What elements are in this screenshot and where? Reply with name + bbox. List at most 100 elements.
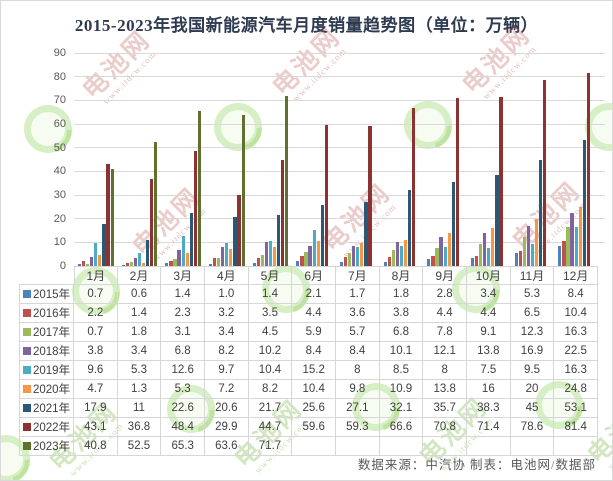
bar-2021年-11月 [539, 159, 543, 266]
month-header-11月: 11月 [510, 266, 555, 285]
value-2021年-8月: 32.1 [379, 399, 424, 418]
bar-2020年-5月 [272, 246, 277, 266]
value-2023年-5月: 71.7 [248, 437, 293, 456]
bar-2022年-5月 [281, 160, 285, 266]
series-label-2015年: 2015年 [19, 285, 74, 304]
value-2016年-5月: 3.5 [248, 304, 293, 323]
bar-2017年-6月 [304, 252, 308, 266]
bar-2018年-9月 [439, 237, 443, 266]
value-2017年-12月: 16.3 [554, 323, 598, 342]
value-2017年-7月: 5.7 [336, 323, 380, 342]
footer-dept-text: 数据部 [555, 458, 596, 472]
month-header-12月: 12月 [554, 266, 598, 285]
value-2021年-2月: 11 [117, 399, 162, 418]
legend-swatch-2019年 [23, 366, 31, 374]
series-name-text: 2020年 [33, 384, 71, 396]
series-name-text: 2016年 [33, 308, 71, 320]
value-2017年-4月: 3.4 [205, 323, 249, 342]
value-2016年-10月: 4.4 [467, 304, 511, 323]
value-2018年-12月: 22.5 [554, 342, 598, 361]
value-2022年-11月: 78.6 [510, 418, 555, 437]
value-2019年-2月: 5.3 [117, 361, 162, 380]
series-label-2019年: 2019年 [19, 361, 74, 380]
bar-2022年-9月 [455, 98, 459, 266]
value-2023年-7月 [336, 437, 380, 456]
bar-2017年-9月 [435, 247, 439, 266]
gridline-70 [74, 99, 605, 101]
bar-2019年-3月 [181, 236, 185, 266]
series-name-text: 2021年 [33, 403, 71, 415]
footer-source-text: 数据来源：中汽协 制表：电池网 [357, 458, 551, 472]
bar-2018年-5月 [264, 241, 269, 266]
bar-2018年-1月 [90, 257, 94, 266]
month-header-8月: 8月 [379, 266, 424, 285]
series-label-2020年: 2020年 [19, 380, 74, 399]
value-2022年-7月: 59.3 [336, 418, 380, 437]
chart-title: 2015-2023年我国新能源汽车月度销量趋势图（单位：万辆） [74, 16, 539, 35]
value-2017年-10月: 9.1 [467, 323, 511, 342]
month-header-5月: 5月 [248, 266, 293, 285]
value-2023年-11月 [510, 437, 555, 456]
month-header-6月: 6月 [292, 266, 336, 285]
y-tick-label-40: 40 [53, 165, 66, 178]
value-2016年-2月: 1.4 [117, 304, 162, 323]
value-2019年-1月: 9.6 [74, 361, 118, 380]
legend-swatch-2023年 [23, 442, 31, 450]
value-2015年-4月: 1.0 [205, 285, 249, 304]
value-2021年-6月: 25.6 [292, 399, 336, 418]
series-label-2022年: 2022年 [19, 418, 74, 437]
value-2016年-11月: 6.5 [510, 304, 555, 323]
bar-2022年-10月 [499, 97, 503, 266]
bar-2020年-3月 [185, 253, 189, 266]
value-2021年-12月: 53.1 [554, 399, 598, 418]
bar-2022年-4月 [237, 195, 241, 266]
bar-2017年-11月 [522, 236, 526, 266]
value-2016年-7月: 3.6 [336, 304, 380, 323]
bar-2019年-1月 [94, 243, 98, 266]
value-2017年-5月: 4.5 [248, 323, 293, 342]
value-2017年-3月: 3.1 [161, 323, 205, 342]
value-2021年-11月: 45 [510, 399, 555, 418]
bar-2015年-10月 [470, 257, 475, 266]
value-2023年-8月 [379, 437, 424, 456]
bar-2017年-3月 [173, 258, 177, 266]
value-2018年-8月: 10.1 [379, 342, 424, 361]
bar-2019年-12月 [574, 227, 578, 266]
bar-2020年-2月 [141, 262, 146, 266]
value-2018年-10月: 13.8 [467, 342, 511, 361]
bar-2019年-8月 [399, 245, 404, 266]
bar-2023年-3月 [197, 111, 202, 266]
gridline-80 [74, 76, 605, 78]
value-2016年-4月: 3.2 [205, 304, 249, 323]
value-2023年-6月 [292, 437, 336, 456]
value-2017年-11月: 12.3 [510, 323, 555, 342]
bar-2018年-2月 [133, 257, 138, 266]
value-2020年-11月: 20 [510, 380, 555, 399]
value-2020年-10月: 16 [467, 380, 511, 399]
value-2015年-10月: 3.4 [467, 285, 511, 304]
bar-2016年-6月 [300, 255, 304, 266]
value-2018年-5月: 10.2 [248, 342, 293, 361]
bar-2018年-11月 [526, 226, 531, 266]
bar-2015年-11月 [514, 253, 518, 266]
value-2019年-6月: 15.2 [292, 361, 336, 380]
value-2020年-2月: 1.3 [117, 380, 162, 399]
bar-2021年-10月 [495, 175, 499, 266]
bar-2015年-6月 [296, 261, 300, 266]
series-name-text: 2015年 [33, 289, 71, 301]
footer-slash: / [551, 458, 556, 472]
bar-2016年-4月 [213, 258, 217, 266]
value-2022年-8月: 66.6 [379, 418, 424, 437]
bar-2019年-4月 [225, 243, 229, 266]
bar-2021年-3月 [189, 212, 193, 266]
legend-swatch-2021年 [23, 404, 31, 412]
gridline-60 [74, 123, 605, 125]
value-2018年-1月: 3.8 [74, 342, 118, 361]
month-header-1月: 1月 [74, 266, 118, 285]
bar-2021年-1月 [102, 223, 106, 266]
series-name-text: 2019年 [33, 365, 71, 377]
bar-2022年-3月 [193, 151, 197, 266]
bar-2022年-11月 [543, 79, 547, 266]
series-name-text: 2023年 [33, 441, 71, 453]
